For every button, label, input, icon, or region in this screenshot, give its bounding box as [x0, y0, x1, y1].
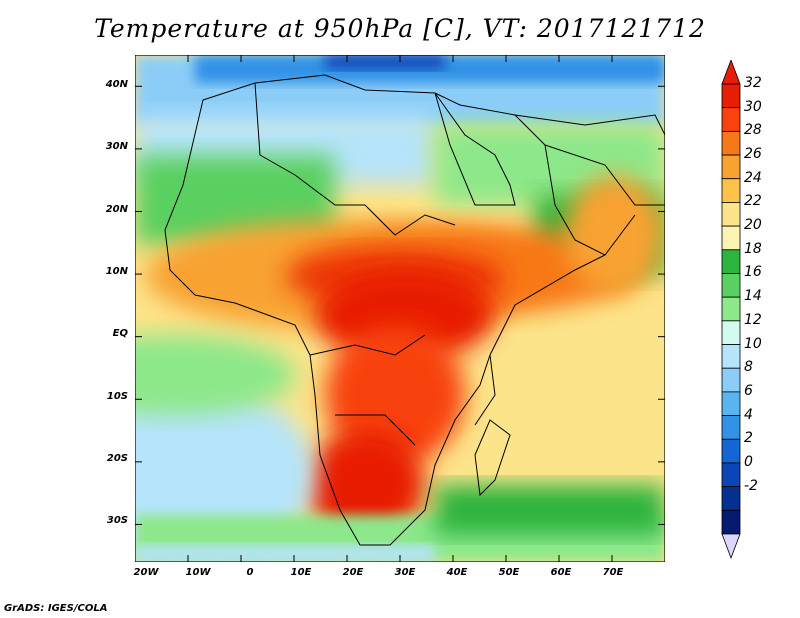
- colorbar-label: 20: [744, 217, 762, 234]
- colorbar-cell: [721, 438, 741, 464]
- colorbar-label: 28: [744, 122, 762, 139]
- lat-label-40n: 40N: [105, 79, 128, 90]
- colorbar-cells: [721, 83, 741, 535]
- colorbar-label: -2: [744, 477, 758, 494]
- colorbar-label: 32: [744, 75, 762, 91]
- colorbar-cell: [721, 462, 741, 488]
- colorbar-cell: [721, 225, 741, 251]
- lon-label-10e: 10E: [290, 567, 312, 578]
- lat-label-10n: 10N: [105, 266, 128, 277]
- colorbar-label: 2: [744, 430, 753, 447]
- colorbar-cell: [721, 415, 741, 440]
- colorbar-top-arrow: [721, 60, 741, 85]
- lat-label-30s: 30S: [106, 515, 128, 526]
- lat-label-30n: 30N: [105, 141, 128, 152]
- colorbar-cell: [721, 83, 741, 109]
- colorbar-cell: [721, 130, 741, 156]
- lat-label-20n: 20N: [105, 204, 128, 215]
- colorbar-cell: [721, 367, 741, 393]
- lat-label-10s: 10S: [106, 391, 128, 402]
- lat-label-20s: 20S: [106, 453, 128, 464]
- colorbar-label: 22: [744, 193, 762, 210]
- colorbar-label: 16: [744, 264, 762, 281]
- coastlines: [164, 74, 665, 546]
- colorbar-cell: [721, 154, 741, 180]
- colorbar-label: 12: [744, 311, 762, 328]
- colorbar-label: 24: [744, 169, 762, 186]
- colorbar-cell: [721, 107, 741, 132]
- chart-title: Temperature at 950hPa [C], VT: 201712171…: [94, 14, 706, 43]
- lon-label-40e: 40E: [446, 567, 468, 578]
- colorbar-label: 8: [744, 359, 753, 376]
- lon-label-70e: 70E: [602, 567, 624, 578]
- colorbar-cell: [721, 249, 741, 274]
- colorbar-cell: [721, 320, 741, 345]
- colorbar-cell: [721, 509, 741, 535]
- colorbar-cell: [721, 178, 741, 203]
- colorbar-bottom-arrow: [721, 533, 741, 560]
- credit-text: GrADS: IGES/COLA: [4, 603, 108, 614]
- lon-label-30e: 30E: [394, 567, 416, 578]
- temperature-map: [135, 55, 665, 562]
- colorbar-cell: [721, 202, 741, 227]
- lon-label-20w: 20W: [133, 567, 159, 578]
- colorbar-cell: [721, 391, 741, 416]
- colorbar-label: 10: [744, 335, 762, 352]
- colorbar-label: 4: [744, 406, 753, 423]
- lon-label-60e: 60E: [550, 567, 572, 578]
- colorbar-cell: [721, 273, 741, 298]
- colorbar-cell: [721, 344, 741, 369]
- colorbar: [721, 60, 741, 560]
- lon-label-20e: 20E: [342, 567, 364, 578]
- colorbar-label: 26: [744, 146, 762, 163]
- lat-ticks: [135, 85, 665, 525]
- colorbar-label: 0: [744, 453, 753, 470]
- colorbar-cell: [721, 296, 741, 322]
- lon-label-10w: 10W: [185, 567, 211, 578]
- colorbar-cell: [721, 486, 741, 511]
- lat-label-eq: EQ: [112, 328, 128, 339]
- temperature-field: [135, 55, 665, 562]
- lon-label-50e: 50E: [498, 567, 520, 578]
- colorbar-label: 6: [744, 382, 753, 399]
- colorbar-label: 18: [744, 240, 762, 257]
- lon-label-0: 0: [246, 567, 254, 578]
- colorbar-label: 30: [744, 98, 762, 115]
- lon-ticks: [135, 55, 613, 562]
- colorbar-label: 14: [744, 288, 762, 305]
